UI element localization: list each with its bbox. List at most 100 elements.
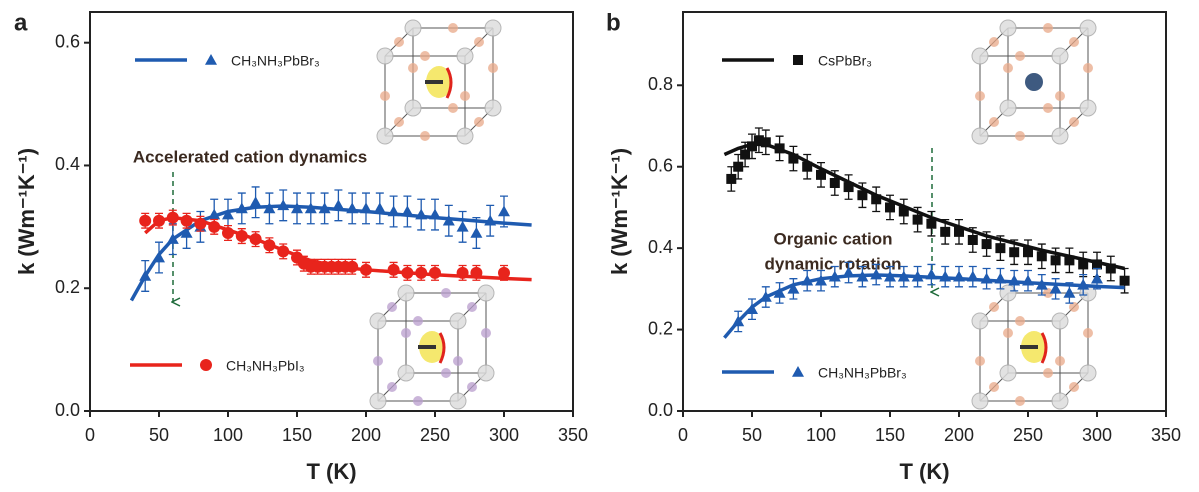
y-tick-label: 0.4 [648,237,673,257]
y-tick-label: 0.0 [648,400,673,420]
x-tick-label: 150 [282,425,312,445]
halide-atom [488,63,498,73]
y-tick-label: 0.6 [55,31,80,51]
halide-atom [1003,328,1013,338]
marker [926,218,937,229]
halide-atom [1083,328,1093,338]
halide-atom [394,37,404,47]
corner-atom [1051,127,1069,145]
corner-atom [456,47,474,65]
x-tick-label: 200 [351,425,381,445]
marker [442,214,455,226]
rotation-arrow [438,332,446,364]
marker [726,173,737,184]
x-tick-label: 100 [213,425,243,445]
y-axis-label: k (Wm⁻¹K⁻¹) [607,148,632,275]
fit-line [723,142,1125,271]
corner-atom [1051,392,1069,410]
marker [870,268,883,280]
legend-label: CH₃NH₃PbBr₃ [231,53,320,69]
marker [360,263,372,276]
marker [139,214,152,227]
marker [166,233,179,244]
annotation: dynamic rotation [765,254,902,273]
corner-atom [1079,19,1097,37]
marker [995,243,1006,254]
marker [222,226,234,239]
corner-atom [971,127,989,145]
marker [815,274,827,286]
legend-label: CH₃NH₃PbI₃ [226,358,305,374]
marker [346,260,359,273]
halide-atom [387,302,397,312]
x-tick-label: 50 [149,425,169,445]
y-tick-label: 0.4 [55,154,80,174]
marker [885,202,895,213]
marker [235,202,248,214]
halide-atom [1069,302,1079,312]
marker [235,230,248,243]
marker [1105,263,1116,274]
marker [802,161,813,172]
marker [304,202,317,214]
marker [842,266,855,278]
marker [857,190,868,201]
marker [360,202,372,214]
legend-marker [205,54,217,65]
halide-atom [1003,63,1013,73]
marker [139,269,152,281]
marker [249,196,262,208]
halide-atom [420,131,430,141]
marker [153,214,165,227]
rotation-arrow [1040,332,1048,364]
marker [788,153,799,164]
corner-atom [477,364,495,382]
marker [1050,255,1061,266]
halide-atom [373,356,383,366]
corner-atom [1051,47,1069,65]
annotation: Accelerated cation dynamics [133,147,367,166]
corner-atom [484,19,502,37]
y-tick-label: 0.2 [55,277,80,297]
x-axis-label: T (K) [306,459,356,484]
corner-atom [477,284,495,302]
marker [1092,259,1102,270]
corner-atom [999,364,1017,382]
marker [912,214,923,225]
corner-atom [971,47,989,65]
corner-atom [376,47,394,65]
crystal-inset [376,19,502,145]
corner-atom [1051,312,1069,330]
halide-atom [401,328,411,338]
legend-marker [792,366,804,377]
marker [981,239,992,250]
x-tick-label: 100 [806,425,836,445]
marker [222,208,234,220]
x-axis-label: T (K) [899,459,949,484]
halide-atom [1069,382,1079,392]
halide-atom [467,382,477,392]
plot-frame [89,11,574,412]
marker [180,226,193,238]
marker [1023,247,1033,258]
marker [732,315,745,327]
marker [249,233,262,246]
corner-atom [1079,99,1097,117]
halide-atom [1015,131,1025,141]
fit-line [723,273,1125,339]
halide-atom [441,288,451,298]
y-tick-label: 0.6 [648,155,673,175]
marker [733,161,744,172]
marker [829,178,840,188]
marker [774,143,785,154]
marker [953,270,965,282]
marker [828,270,841,282]
halide-atom [1043,368,1053,378]
corner-atom [971,392,989,410]
marker [401,205,414,217]
marker [747,141,757,152]
marker [484,214,497,226]
marker [1077,278,1090,290]
marker [401,266,414,279]
x-tick-label: 150 [875,425,905,445]
